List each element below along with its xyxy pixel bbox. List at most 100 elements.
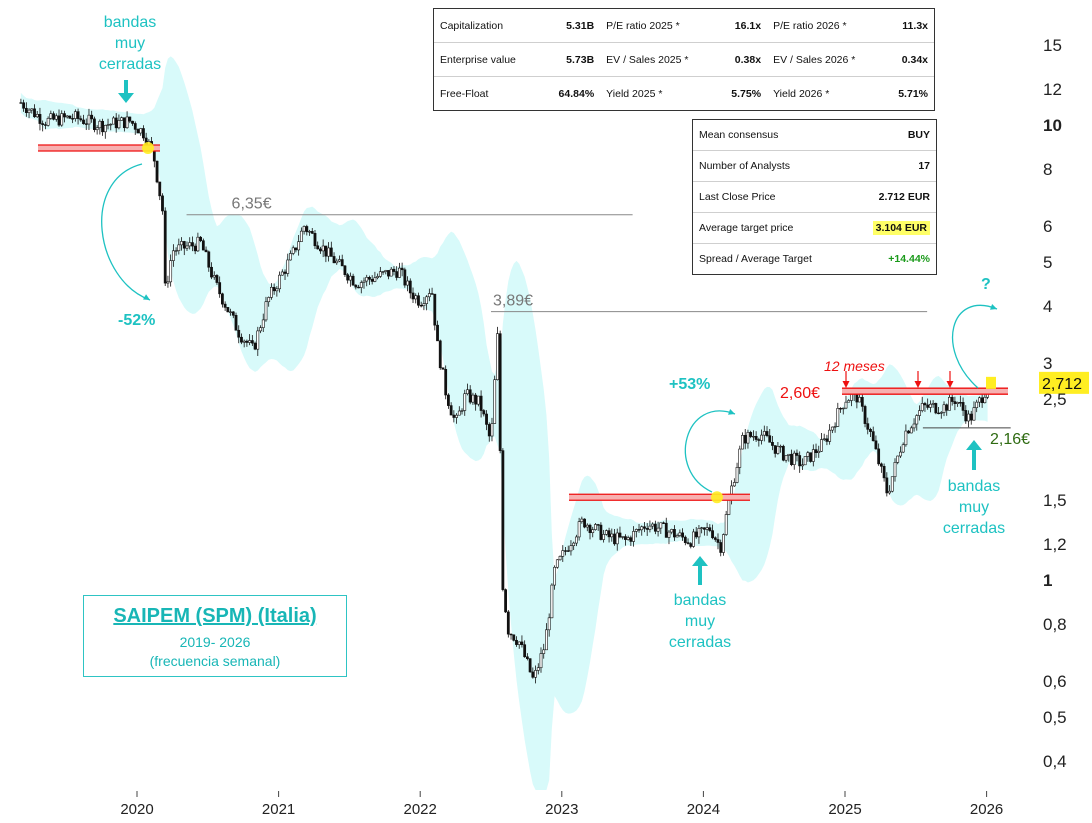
candle-body xyxy=(863,406,867,424)
candle-body xyxy=(338,259,341,262)
candle-body xyxy=(218,282,222,295)
candle-body xyxy=(547,617,551,631)
candle-body xyxy=(711,530,714,539)
candle-body xyxy=(114,117,118,129)
candle-body xyxy=(792,452,796,465)
candle-body xyxy=(901,444,905,453)
candle-body xyxy=(359,282,363,288)
candle-body xyxy=(727,499,731,515)
candle-body xyxy=(648,525,652,530)
candle-body xyxy=(65,115,69,118)
annotation-text: muy xyxy=(115,35,145,52)
candle-body xyxy=(896,455,900,463)
candle-body xyxy=(945,404,949,411)
candle-body xyxy=(210,266,213,278)
candle-body xyxy=(128,116,132,122)
candle-body xyxy=(319,248,322,252)
fundamentals-table: Capitalization 5.31B P/E ratio 2025 * 16… xyxy=(433,8,935,111)
y-tick-label: 0,5 xyxy=(1043,708,1067,727)
candle-body xyxy=(871,431,875,442)
candle-body xyxy=(779,445,783,448)
candle-body xyxy=(950,397,954,402)
candle-body xyxy=(466,389,469,395)
candle-body xyxy=(741,435,744,450)
candle-body xyxy=(803,456,807,466)
candle-body xyxy=(387,270,390,277)
candle-body xyxy=(272,286,276,292)
candle-body xyxy=(427,293,431,298)
candle-body xyxy=(169,260,173,283)
candle-body xyxy=(82,119,85,125)
candle-body xyxy=(762,431,766,436)
candle-body xyxy=(591,529,595,533)
candle-body xyxy=(161,195,164,212)
candle-body xyxy=(471,394,475,403)
candle-body xyxy=(433,293,437,326)
candle-body xyxy=(939,412,943,414)
candle-body xyxy=(231,311,235,316)
candle-body xyxy=(354,284,358,288)
candle-body xyxy=(57,115,61,126)
candle-body xyxy=(294,247,298,251)
candle-body xyxy=(561,550,565,557)
candle-body xyxy=(19,102,23,104)
candle-body xyxy=(659,522,663,529)
candle-body xyxy=(482,410,486,415)
candle-body xyxy=(346,274,350,281)
candle-body xyxy=(553,566,557,586)
candle-body xyxy=(248,340,252,343)
candle-body xyxy=(536,667,540,671)
candle-body xyxy=(594,524,597,530)
candle-body xyxy=(735,467,739,483)
candle-body xyxy=(313,233,317,247)
candle-body xyxy=(923,403,927,406)
candle-body xyxy=(117,120,121,129)
candle-body xyxy=(174,250,178,252)
candle-body xyxy=(681,532,684,538)
consensus-label: Spread / Average Target xyxy=(699,253,812,265)
candle-body xyxy=(414,295,418,300)
y-tick-label: 0,4 xyxy=(1043,752,1067,771)
candle-body xyxy=(580,518,584,522)
candle-body xyxy=(395,271,399,278)
candle-body xyxy=(928,403,932,408)
fund-label: Yield 2025 * xyxy=(606,87,663,100)
candle-body xyxy=(308,231,311,233)
candle-body xyxy=(724,514,728,535)
candle-body xyxy=(765,431,769,436)
candle-body xyxy=(534,670,537,678)
annotation-text: cerradas xyxy=(99,56,161,73)
candle-body xyxy=(645,528,649,530)
candle-body xyxy=(41,123,45,125)
candle-body xyxy=(468,389,472,403)
candle-body xyxy=(226,307,230,313)
level-label: 6,35€ xyxy=(232,196,272,213)
candle-body xyxy=(833,426,837,428)
y-tick-label: 10 xyxy=(1043,116,1062,135)
candle-body xyxy=(422,303,426,307)
candle-body xyxy=(771,441,774,446)
candlesticks xyxy=(19,98,989,684)
candle-body xyxy=(961,402,965,411)
candle-body xyxy=(182,241,186,249)
candle-body xyxy=(259,327,262,332)
annotation-text: muy xyxy=(685,613,715,630)
candle-body xyxy=(275,288,279,292)
candle-body xyxy=(664,522,668,538)
candle-body xyxy=(621,536,625,538)
fund-label: P/E ratio 2026 * xyxy=(767,9,883,43)
last-price-label: 2,712 xyxy=(1042,376,1082,393)
candle-body xyxy=(749,432,753,437)
candle-body xyxy=(297,241,301,251)
consensus-label: Number of Analysts xyxy=(693,150,850,182)
annotation-arrow-head xyxy=(118,93,134,103)
horizontal-levels: 6,35€ 3,89€ 2,16€ 2,60€ 2,712 xyxy=(38,142,1089,504)
candle-body xyxy=(697,528,701,538)
candle-body xyxy=(874,440,878,450)
candle-body xyxy=(171,250,175,261)
x-tick-label: 2025 xyxy=(828,801,861,818)
candle-body xyxy=(73,111,77,119)
candle-body xyxy=(866,423,870,430)
consensus-value: 2.712 EUR xyxy=(849,181,936,213)
candle-body xyxy=(626,537,630,540)
